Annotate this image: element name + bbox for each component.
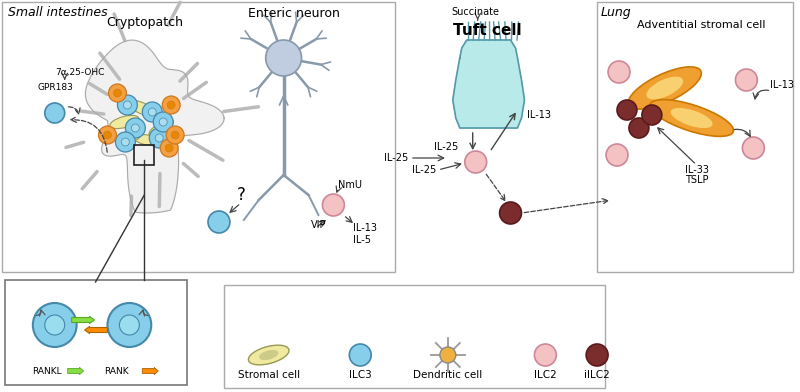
Circle shape — [155, 134, 163, 142]
Circle shape — [171, 131, 179, 139]
Circle shape — [742, 137, 764, 159]
Circle shape — [499, 202, 522, 224]
Text: ILC3: ILC3 — [349, 370, 372, 380]
Circle shape — [166, 144, 173, 152]
Ellipse shape — [134, 134, 160, 145]
Text: Lung: Lung — [601, 5, 632, 18]
Circle shape — [162, 96, 180, 114]
Text: RANKL: RANKL — [32, 368, 62, 376]
Circle shape — [608, 61, 630, 83]
Text: IL-5: IL-5 — [354, 235, 371, 245]
Circle shape — [45, 315, 65, 335]
Circle shape — [118, 95, 138, 115]
Text: Adventitial stromal cell: Adventitial stromal cell — [638, 20, 766, 30]
Ellipse shape — [259, 350, 278, 360]
Text: NmU: NmU — [338, 180, 362, 190]
Text: GPR183: GPR183 — [38, 82, 74, 91]
Circle shape — [119, 315, 139, 335]
Ellipse shape — [118, 132, 141, 144]
Circle shape — [606, 144, 628, 166]
Ellipse shape — [650, 100, 734, 136]
Circle shape — [160, 139, 178, 157]
Text: Enteric neuron: Enteric neuron — [248, 7, 339, 20]
Circle shape — [142, 102, 162, 122]
Circle shape — [45, 103, 65, 123]
Text: iILC2: iILC2 — [584, 370, 610, 380]
Ellipse shape — [628, 67, 702, 109]
Circle shape — [159, 118, 167, 126]
FancyArrow shape — [85, 327, 107, 334]
FancyBboxPatch shape — [224, 285, 605, 388]
Text: Tuft cell: Tuft cell — [454, 22, 522, 38]
Text: IL-13: IL-13 — [770, 80, 794, 90]
Circle shape — [98, 126, 117, 144]
Circle shape — [148, 108, 156, 116]
Circle shape — [114, 89, 122, 97]
Circle shape — [167, 101, 175, 109]
Circle shape — [534, 344, 556, 366]
Circle shape — [154, 112, 173, 132]
Ellipse shape — [110, 115, 139, 129]
FancyArrow shape — [72, 316, 94, 323]
Text: Dendritic cell: Dendritic cell — [414, 370, 482, 380]
Circle shape — [123, 101, 131, 109]
FancyArrow shape — [68, 368, 83, 374]
Circle shape — [126, 118, 146, 138]
Text: IL-25: IL-25 — [434, 142, 458, 152]
Text: ?: ? — [236, 186, 246, 204]
FancyArrow shape — [142, 368, 158, 374]
Text: ILC2: ILC2 — [534, 370, 557, 380]
Circle shape — [131, 124, 139, 132]
Text: IL-33: IL-33 — [685, 165, 709, 175]
Circle shape — [322, 194, 344, 216]
Text: VIP: VIP — [310, 220, 326, 230]
Text: Stromal cell: Stromal cell — [238, 370, 300, 380]
Text: TSLP: TSLP — [685, 175, 708, 185]
Text: Succinate: Succinate — [452, 7, 500, 17]
Text: IL-25: IL-25 — [384, 153, 408, 163]
Circle shape — [617, 100, 637, 120]
Ellipse shape — [248, 345, 289, 365]
Polygon shape — [453, 40, 525, 128]
Text: RANK: RANK — [105, 368, 129, 376]
Circle shape — [735, 69, 758, 91]
Circle shape — [109, 84, 126, 102]
Circle shape — [465, 151, 486, 173]
Ellipse shape — [149, 120, 174, 136]
Text: Cryptopatch: Cryptopatch — [106, 16, 183, 29]
Circle shape — [122, 138, 130, 146]
Ellipse shape — [646, 76, 683, 100]
Circle shape — [440, 347, 456, 363]
Circle shape — [103, 131, 111, 139]
Text: IL-25: IL-25 — [412, 165, 436, 175]
Circle shape — [208, 211, 230, 233]
Circle shape — [115, 132, 135, 152]
FancyBboxPatch shape — [5, 280, 187, 385]
Circle shape — [107, 303, 151, 347]
Circle shape — [629, 118, 649, 138]
Polygon shape — [86, 40, 224, 213]
Text: IL-13: IL-13 — [527, 110, 551, 120]
Circle shape — [33, 303, 77, 347]
Circle shape — [586, 344, 608, 366]
Circle shape — [266, 40, 302, 76]
Text: 7α,25-OHC: 7α,25-OHC — [54, 67, 104, 76]
Circle shape — [150, 128, 169, 148]
Circle shape — [350, 344, 371, 366]
Ellipse shape — [129, 100, 154, 116]
Circle shape — [642, 105, 662, 125]
Circle shape — [166, 126, 184, 144]
Text: IL-13: IL-13 — [354, 223, 378, 233]
Ellipse shape — [670, 108, 713, 128]
Text: Small intestines: Small intestines — [8, 5, 107, 18]
